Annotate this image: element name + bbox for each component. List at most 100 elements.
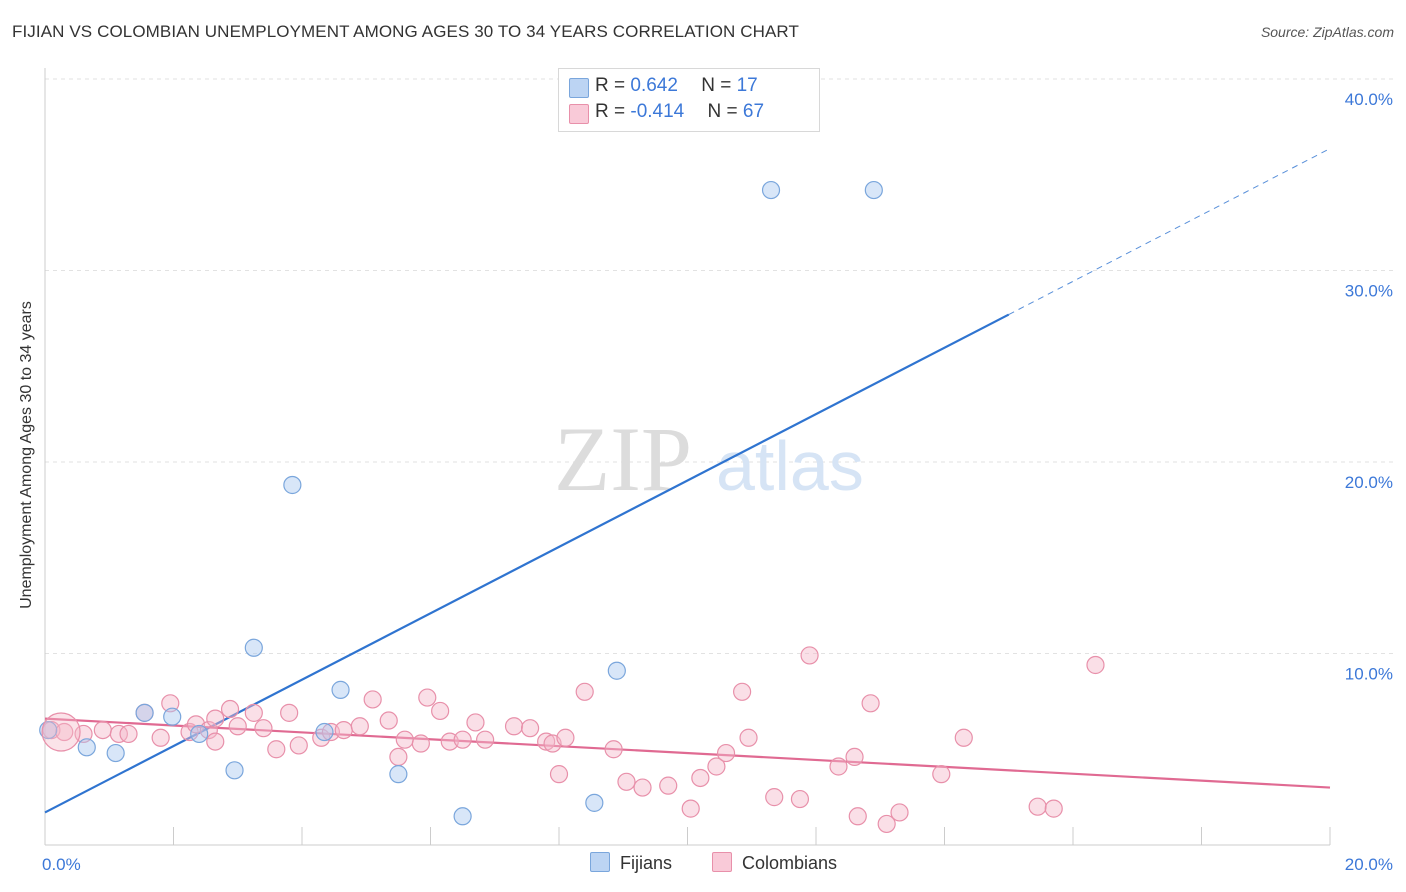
colombians-point — [691, 768, 710, 788]
legend-item-colombians: Colombians — [712, 852, 837, 874]
colombians-point — [466, 713, 485, 732]
colombians-point — [790, 789, 810, 809]
colombians-point — [161, 694, 180, 713]
legend-r-label: R = — [595, 75, 631, 96]
colombians-point — [877, 814, 896, 834]
colombians-point — [151, 728, 170, 747]
axes — [44, 68, 1331, 846]
colombians-point — [575, 682, 594, 701]
data-points — [39, 180, 1105, 834]
fijians-point — [190, 724, 209, 744]
grid-lines — [45, 78, 1395, 654]
fijians-point — [864, 180, 883, 200]
legend-label-colombians: Colombians — [742, 853, 838, 873]
fijians-point — [761, 180, 781, 200]
colombians-point — [890, 803, 909, 822]
y-tick-label: 20.0% — [1345, 473, 1393, 492]
legend-label-fijians: Fijians — [620, 853, 673, 873]
series-legend: Fijians Colombians — [0, 852, 1406, 876]
y-tick-label: 40.0% — [1345, 90, 1393, 109]
colombians-point — [1044, 799, 1063, 818]
trend-line-extension — [1008, 148, 1331, 315]
legend-swatch-colombians — [712, 852, 732, 872]
colombians-point — [476, 730, 495, 749]
colombians-point — [453, 730, 472, 749]
colombians-point — [431, 701, 450, 721]
legend-r-value: -0.414 — [630, 101, 685, 122]
colombians-point — [537, 732, 556, 751]
colombians-point — [350, 717, 369, 736]
chart-title: FIJIAN VS COLOMBIAN UNEMPLOYMENT AMONG A… — [12, 22, 799, 41]
colombians-point — [845, 747, 864, 767]
colombians-point — [363, 690, 382, 709]
legend-row-colombians: R = -0.414 N = 67 — [569, 101, 765, 125]
fijians-point — [283, 475, 302, 495]
x-tick-label: 20.0% — [1345, 855, 1393, 874]
colombians-point — [93, 720, 112, 740]
source-label: Source: ZipAtlas.com — [1260, 24, 1394, 40]
fijians-point — [315, 722, 334, 742]
colombians-point — [716, 743, 736, 763]
fijians-point — [77, 738, 96, 757]
legend-n-label: N = — [707, 101, 743, 122]
fijians-point — [244, 638, 263, 657]
legend-row-fijians: R = 0.642 N = 17 — [569, 75, 758, 99]
fijians-point — [106, 743, 125, 763]
colombians-point — [411, 734, 430, 753]
colombians-point — [244, 703, 263, 722]
legend-item-fijians: Fijians — [590, 852, 672, 874]
colombians-point — [109, 724, 128, 744]
colombians-point — [220, 699, 240, 719]
colombians-point — [633, 778, 652, 797]
colombians-point — [1028, 797, 1047, 816]
legend-n-value: 67 — [742, 101, 765, 122]
fijians-point — [585, 793, 604, 812]
legend-r-value: 0.642 — [630, 75, 678, 96]
colombians-point — [55, 722, 74, 742]
colombians-point — [379, 711, 398, 730]
fijians-point — [39, 720, 58, 740]
colombians-point — [617, 772, 636, 791]
colombians-point — [829, 757, 848, 776]
legend-n-value: 17 — [736, 75, 758, 96]
fijians-point — [607, 661, 626, 680]
colombians-point — [206, 732, 225, 751]
correlation-legend: R = 0.642 N = 17 R = -0.414 N = 67 — [558, 68, 820, 132]
colombians-point — [504, 717, 524, 736]
colombians-point — [932, 765, 951, 784]
x-tick-label: 0.0% — [42, 855, 81, 874]
colombians-point — [800, 646, 819, 665]
colombians-point — [334, 720, 353, 740]
fijians-point — [331, 680, 350, 699]
colombians-point — [119, 724, 138, 744]
colombians-point — [848, 807, 867, 826]
colombians-point — [199, 720, 218, 740]
colombians-point — [228, 717, 247, 736]
fijians-point — [225, 761, 244, 780]
fijians-point — [453, 807, 472, 826]
tick-labels: 10.0% 20.0% 30.0% 40.0% 0.0% 20.0% — [42, 90, 1393, 874]
colombians-point — [206, 709, 225, 728]
trend-line — [44, 717, 1331, 789]
colombians-point — [549, 765, 569, 784]
fijians-point — [389, 765, 408, 784]
trend-lines — [44, 148, 1331, 814]
colombians-point-large — [41, 712, 81, 752]
colombians-point — [681, 799, 700, 818]
colombians-point — [280, 703, 299, 722]
legend-r-label: R = — [595, 101, 631, 122]
colombians-point — [739, 728, 758, 747]
fijians-point — [163, 707, 182, 726]
colombians-point — [312, 728, 331, 747]
watermark-zip: ZIP — [554, 408, 692, 510]
colombians-point — [289, 736, 308, 755]
y-tick-label: 30.0% — [1345, 282, 1393, 301]
colombians-point — [733, 682, 752, 701]
legend-swatch-colombians — [569, 104, 589, 124]
colombians-point — [556, 728, 575, 747]
legend-swatch-fijians — [590, 852, 610, 872]
watermark-atlas: atlas — [716, 427, 864, 505]
colombians-point — [418, 688, 437, 707]
colombians-point — [707, 757, 726, 776]
